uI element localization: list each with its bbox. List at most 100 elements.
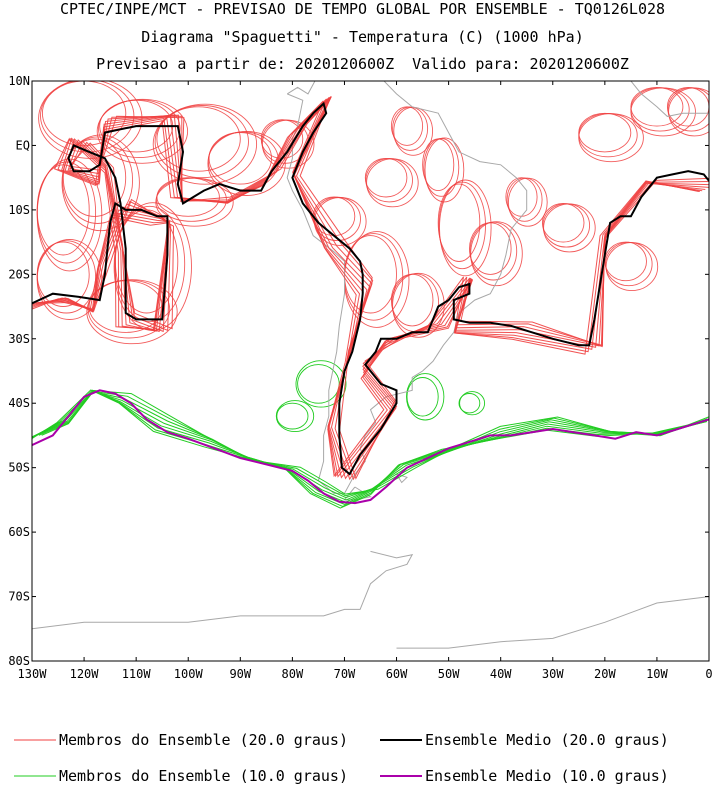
coastline-segment <box>286 81 528 494</box>
y-tick-label: 20S <box>8 267 30 281</box>
member-contour-20 <box>62 136 134 224</box>
member-contour-10 <box>459 391 486 416</box>
member-contour-10 <box>276 402 309 430</box>
y-tick-label: 40S <box>8 396 30 410</box>
member-contour-20 <box>154 105 249 179</box>
series-member-20-line <box>32 100 699 478</box>
series-member-10-line <box>32 390 707 505</box>
coastline-segment <box>630 81 709 117</box>
x-tick-label: 0 <box>705 667 712 681</box>
x-tick-label: 130W <box>18 667 48 681</box>
series-member-20-line <box>43 99 709 480</box>
series-layer <box>32 96 709 509</box>
member-contour-10 <box>406 373 445 421</box>
series-member-10-line <box>41 389 709 495</box>
member-contour-20 <box>439 179 492 277</box>
y-tick-label: 30S <box>8 332 30 346</box>
member-contour-20 <box>666 87 709 127</box>
x-tick-label: 110W <box>122 667 152 681</box>
x-tick-label: 70W <box>334 667 356 681</box>
member-contour-20 <box>605 241 653 287</box>
member-contour-10 <box>406 377 439 417</box>
member-contour-20 <box>578 113 644 163</box>
member-contour-20 <box>469 222 512 275</box>
member-contour-20 <box>390 106 424 146</box>
member-contour-10 <box>275 400 315 433</box>
member-contour-20 <box>543 203 596 253</box>
member-contour-20 <box>392 106 429 151</box>
member-contour-20 <box>156 106 241 172</box>
member-contour-20 <box>62 138 127 217</box>
member-contour-20 <box>365 158 413 203</box>
x-tick-label: 60W <box>386 667 408 681</box>
member-contour-20 <box>437 183 481 262</box>
x-tick-label: 120W <box>70 667 100 681</box>
x-tick-label: 40W <box>490 667 512 681</box>
series-member-10-line <box>35 391 707 499</box>
chart-subtitle-dates: Previsao a partir de: 2020120600Z Valido… <box>96 55 629 73</box>
member-contour-20 <box>41 81 127 146</box>
axis-layer: 130W 120W 110W 100W 90W 80W 70W 60W 50W 40W 30W 20W… <box>8 74 712 681</box>
member-contour-10 <box>458 393 481 414</box>
member-contour-20 <box>438 181 486 270</box>
y-tick-label: 80S <box>8 654 30 668</box>
y-tick-label: 50S <box>8 461 30 475</box>
legend-label: Ensemble Medio (10.0 graus) <box>425 767 669 785</box>
plot-frame <box>31 80 710 662</box>
legend-label: Membros do Ensemble (10.0 graus) <box>59 767 348 785</box>
member-contour-20 <box>667 87 709 132</box>
member-contour-20 <box>156 177 220 217</box>
member-contour-20 <box>630 87 696 137</box>
x-tick-label: 80W <box>282 667 304 681</box>
chart-subtitle: Diagrama "Spaguetti" - Temperatura (C) (… <box>141 28 584 46</box>
x-tick-label: 10W <box>646 667 668 681</box>
member-contour-20 <box>155 177 234 227</box>
x-tick-label: 50W <box>438 667 460 681</box>
member-contour-20 <box>605 242 659 292</box>
member-contour-10 <box>295 360 347 408</box>
member-contour-20 <box>578 112 632 153</box>
x-tick-label: 30W <box>542 667 564 681</box>
member-contour-20 <box>366 158 419 208</box>
member-contour-20 <box>506 177 543 222</box>
member-contour-20 <box>36 239 103 320</box>
member-contour-20 <box>469 221 518 281</box>
member-contour-20 <box>668 87 709 137</box>
member-contour-20 <box>364 157 408 198</box>
member-contour-20 <box>96 98 189 164</box>
member-contour-20 <box>390 273 434 327</box>
x-tick-label: 100W <box>174 667 204 681</box>
series-medio-20-line <box>32 101 709 476</box>
x-tick-label: 90W <box>229 667 251 681</box>
series-member-20-line <box>40 98 709 481</box>
y-tick-label: EQ <box>16 138 30 152</box>
member-contour-20 <box>578 112 638 158</box>
member-contour-20 <box>604 241 647 282</box>
member-contour-20 <box>261 119 315 169</box>
member-contour-20 <box>507 177 548 227</box>
series-member-10-line <box>32 390 707 501</box>
series-member-10-line <box>38 390 708 497</box>
member-contour-20 <box>152 103 258 185</box>
member-contour-20 <box>207 131 286 196</box>
y-tick-label: 70S <box>8 590 30 604</box>
member-contour-20 <box>470 221 523 287</box>
coastline-segment <box>396 596 709 649</box>
member-contour-20 <box>86 279 178 345</box>
y-tick-label: 60S <box>8 525 30 539</box>
coastline-layer <box>32 81 709 649</box>
coastline-segment <box>343 486 372 501</box>
series-medio-10-line <box>32 389 709 505</box>
legend-label: Membros do Ensemble (20.0 graus) <box>59 731 348 749</box>
legend: Membros do Ensemble (20.0 graus) Ensemble… <box>14 731 669 785</box>
member-contour-20 <box>424 137 465 203</box>
y-tick-label: 10N <box>8 74 30 88</box>
member-contour-20 <box>114 205 186 323</box>
x-tick-label: 20W <box>594 667 616 681</box>
member-contour-20 <box>542 203 591 248</box>
y-tick-label: 10S <box>8 203 30 217</box>
chart-title: CPTEC/INPE/MCT - PREVISAO DE TEMPO GLOBA… <box>59 0 666 18</box>
member-contour-20 <box>392 272 445 338</box>
series-member-10-line <box>32 390 707 503</box>
